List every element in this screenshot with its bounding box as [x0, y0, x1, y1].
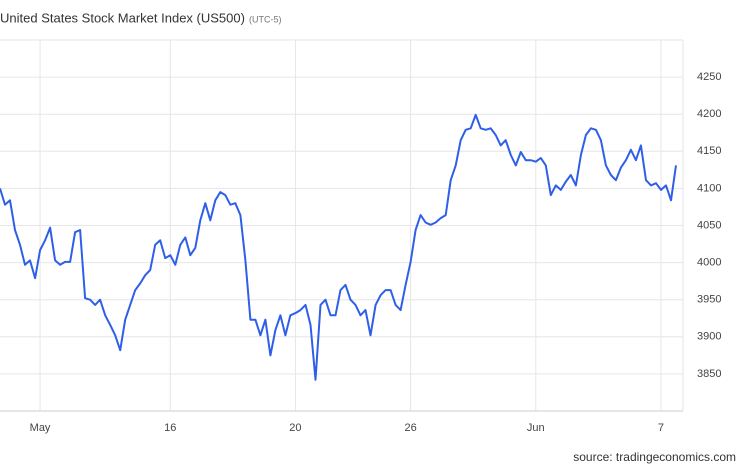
- y-tick-label: 4250: [697, 71, 721, 83]
- x-tick-label: 16: [164, 422, 176, 434]
- y-tick-label: 4200: [697, 108, 721, 120]
- y-tick-label: 3950: [697, 294, 721, 306]
- x-tick-label: 20: [289, 422, 301, 434]
- x-tick-label: 26: [404, 422, 416, 434]
- y-tick-label: 3850: [697, 368, 721, 380]
- x-tick-label: May: [30, 422, 51, 434]
- chart-subtitle: (UTC-5): [249, 14, 282, 24]
- y-tick-label: 4150: [697, 145, 721, 157]
- y-tick-label: 4100: [697, 182, 721, 194]
- y-tick-label: 3900: [697, 331, 721, 343]
- x-tick-label: Jun: [527, 422, 545, 434]
- x-tick-label: 7: [658, 422, 664, 434]
- price-line: [0, 113, 677, 381]
- chart-title: United States Stock Market Index (US500): [0, 10, 245, 25]
- source-note: source: tradingeconomics.com: [573, 450, 736, 464]
- y-tick-label: 4000: [697, 257, 721, 269]
- y-tick-label: 4050: [697, 219, 721, 231]
